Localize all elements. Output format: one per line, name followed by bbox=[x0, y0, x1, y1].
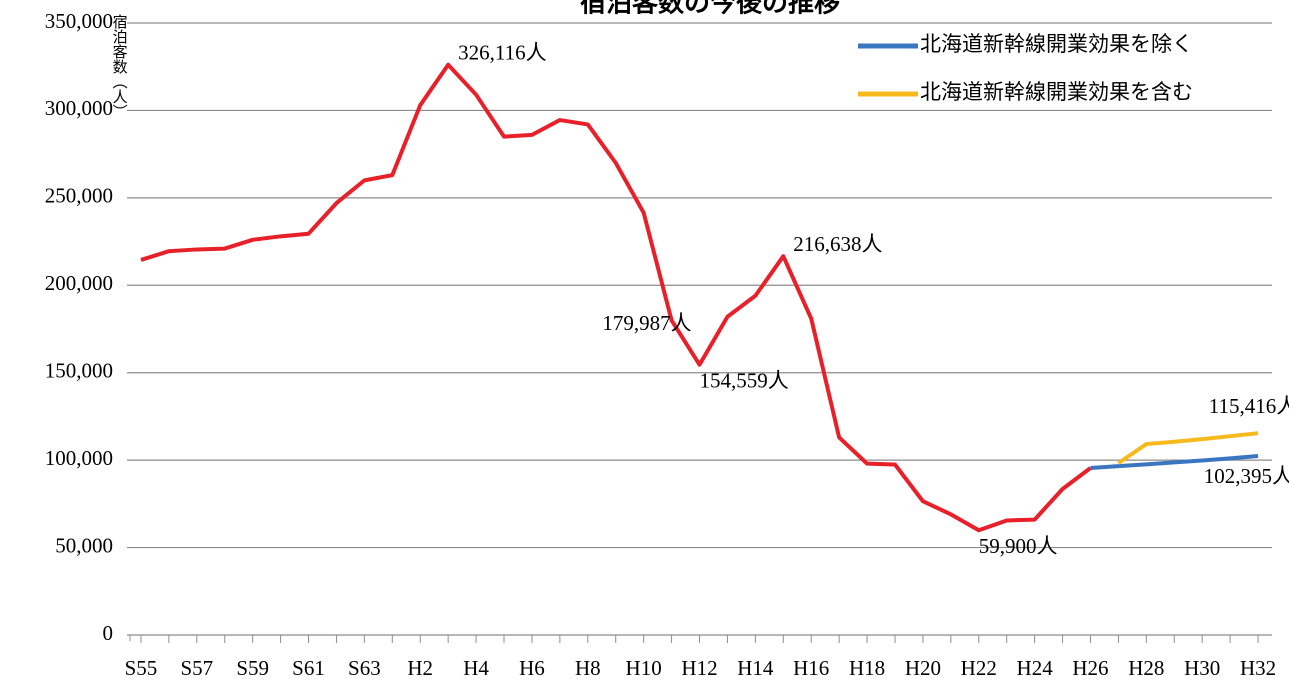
line-series bbox=[1117, 431, 1259, 465]
legend-label: 北海道新幹線開業効果を除く bbox=[920, 32, 1193, 56]
x-tick-label: H26 bbox=[1072, 656, 1108, 680]
y-tick-label: 0 bbox=[103, 621, 114, 645]
data-label: 326,116人 bbox=[458, 41, 546, 65]
data-label: 179,987人 bbox=[602, 311, 691, 335]
data-label: 216,638人 bbox=[793, 232, 882, 256]
x-tick-label: H12 bbox=[681, 656, 717, 680]
x-tick-label: H22 bbox=[961, 656, 997, 680]
x-tick-label: H18 bbox=[849, 656, 885, 680]
y-tick-label: 350,000 bbox=[45, 9, 113, 33]
data-label: 59,900人 bbox=[979, 534, 1058, 558]
data-label: 115,416人 bbox=[1209, 394, 1289, 418]
x-tick-label: H2 bbox=[407, 656, 433, 680]
x-tick-label: H6 bbox=[519, 656, 545, 680]
x-tick-label: S55 bbox=[125, 656, 158, 680]
data-label: 154,559人 bbox=[700, 369, 789, 393]
y-tick-label: 300,000 bbox=[45, 96, 113, 120]
x-tick-label: H24 bbox=[1017, 656, 1054, 680]
x-tick-label: S61 bbox=[292, 656, 325, 680]
y-axis-label: 宿泊客数（人） bbox=[111, 14, 128, 119]
line-series bbox=[140, 62, 1092, 533]
x-tick-label: S57 bbox=[180, 656, 213, 680]
x-tick-label: H32 bbox=[1240, 656, 1276, 680]
legend-label: 北海道新幹線開業効果を含む bbox=[920, 80, 1193, 104]
x-tick-label: H16 bbox=[793, 656, 829, 680]
x-tick-label: H4 bbox=[463, 656, 489, 680]
x-tick-label: H10 bbox=[626, 656, 662, 680]
chart-title: 宿泊客数の今後の推移 bbox=[580, 0, 840, 19]
x-tick-label: S59 bbox=[236, 656, 269, 680]
x-tick-label: S63 bbox=[348, 656, 381, 680]
y-tick-label: 150,000 bbox=[45, 359, 113, 383]
x-tick-label: H30 bbox=[1184, 656, 1220, 680]
y-tick-label: 250,000 bbox=[45, 184, 113, 208]
x-tick-label: H28 bbox=[1128, 656, 1164, 680]
data-label: 102,395人 bbox=[1204, 464, 1289, 488]
line-series bbox=[1090, 453, 1259, 471]
x-tick-label: H14 bbox=[737, 656, 774, 680]
y-tick-label: 200,000 bbox=[45, 271, 113, 295]
y-tick-label: 50,000 bbox=[55, 533, 113, 557]
y-tick-label: 100,000 bbox=[45, 446, 113, 470]
x-tick-label: H8 bbox=[575, 656, 601, 680]
x-tick-label: H20 bbox=[905, 656, 941, 680]
